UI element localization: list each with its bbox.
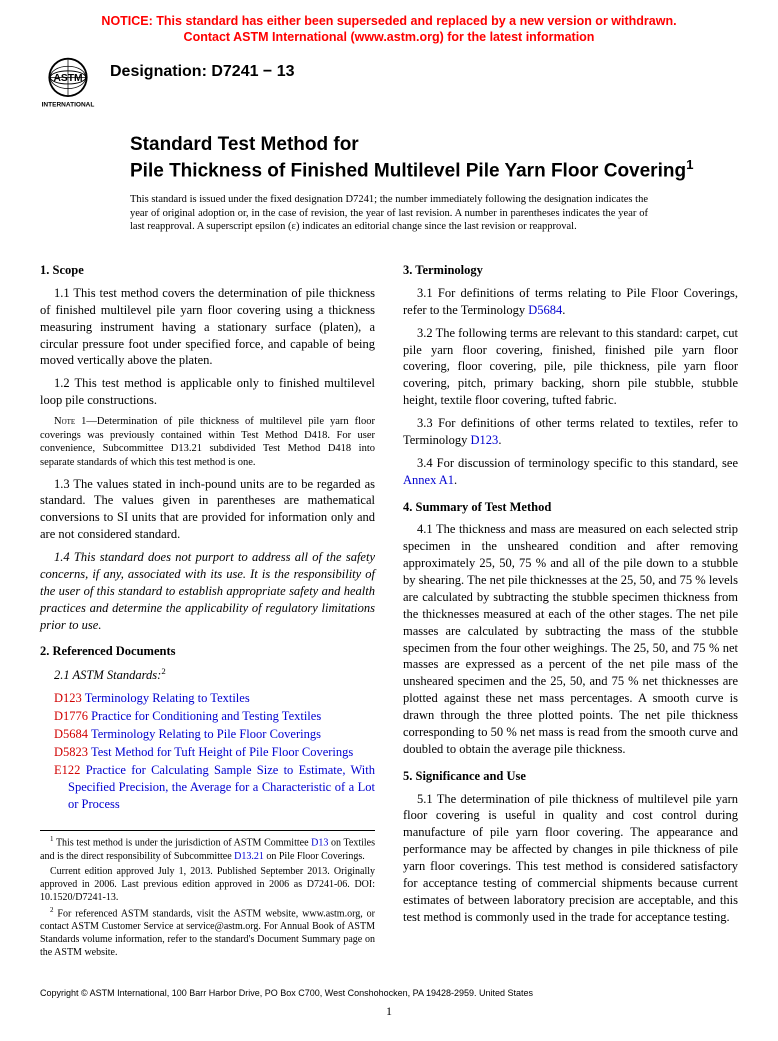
term-p4: 3.4 For discussion of terminology specif… — [403, 455, 738, 489]
scope-p2: 1.2 This test method is applicable only … — [40, 375, 375, 409]
refs-head: 2. Referenced Documents — [40, 643, 375, 660]
sig-head: 5. Significance and Use — [403, 768, 738, 785]
footnote-2: 2 For referenced ASTM standards, visit t… — [40, 906, 375, 959]
ref-item[interactable]: D5684 Terminology Relating to Pile Floor… — [54, 726, 375, 743]
scope-p1: 1.1 This test method covers the determin… — [40, 285, 375, 369]
title-block: Standard Test Method for Pile Thickness … — [130, 133, 708, 183]
term-p3: 3.3 For definitions of other terms relat… — [403, 415, 738, 449]
ref-list: D123 Terminology Relating to Textiles D1… — [54, 690, 375, 812]
notice-line2: Contact ASTM International (www.astm.org… — [184, 30, 595, 44]
ref-item[interactable]: D123 Terminology Relating to Textiles — [54, 690, 375, 707]
note1-lead: Note 1— — [54, 416, 97, 427]
scope-p3: 1.3 The values stated in inch-pound unit… — [40, 476, 375, 544]
term-p2: 3.2 The following terms are relevant to … — [403, 325, 738, 409]
title-line2: Pile Thickness of Finished Multilevel Pi… — [130, 160, 686, 181]
svg-text:ASTM: ASTM — [53, 73, 82, 84]
scope-head: 1. Scope — [40, 262, 375, 279]
footnotes: 1 This test method is under the jurisdic… — [40, 830, 375, 959]
notice-line1: NOTICE: This standard has either been su… — [101, 14, 676, 28]
sig-p1: 5.1 The determination of pile thickness … — [403, 791, 738, 926]
scope-note1: Note 1—Determination of pile thickness o… — [40, 415, 375, 470]
scope-p4: 1.4 This standard does not purport to ad… — [40, 549, 375, 633]
term-head: 3. Terminology — [403, 262, 738, 279]
issued-note: This standard is issued under the fixed … — [130, 193, 648, 234]
term-p1: 3.1 For definitions of terms relating to… — [403, 285, 738, 319]
footnote-1: 1 This test method is under the jurisdic… — [40, 835, 375, 862]
footnote-1b: Current edition approved July 1, 2013. P… — [40, 865, 375, 904]
svg-text:INTERNATIONAL: INTERNATIONAL — [42, 102, 95, 109]
copyright: Copyright © ASTM International, 100 Barr… — [40, 987, 533, 999]
ref-item[interactable]: D5823 Test Method for Tuft Height of Pil… — [54, 744, 375, 761]
summary-head: 4. Summary of Test Method — [403, 499, 738, 516]
refs-sub: 2.1 ASTM Standards:2 — [40, 666, 375, 684]
ref-item[interactable]: E122 Practice for Calculating Sample Siz… — [54, 762, 375, 813]
astm-logo: ASTM INTERNATIONAL — [40, 55, 96, 111]
summary-p1: 4.1 The thickness and mass are measured … — [403, 521, 738, 757]
designation: Designation: D7241 − 13 — [110, 55, 295, 83]
ref-item[interactable]: D1776 Practice for Conditioning and Test… — [54, 708, 375, 725]
content-columns: 1. Scope 1.1 This test method covers the… — [40, 252, 738, 961]
left-column: 1. Scope 1.1 This test method covers the… — [40, 252, 375, 961]
header-row: ASTM INTERNATIONAL Designation: D7241 − … — [40, 55, 738, 111]
page-number: 1 — [0, 1003, 778, 1019]
notice-banner: NOTICE: This standard has either been su… — [40, 14, 738, 45]
right-column: 3. Terminology 3.1 For definitions of te… — [403, 252, 738, 961]
title-line1: Standard Test Method for — [130, 134, 359, 155]
